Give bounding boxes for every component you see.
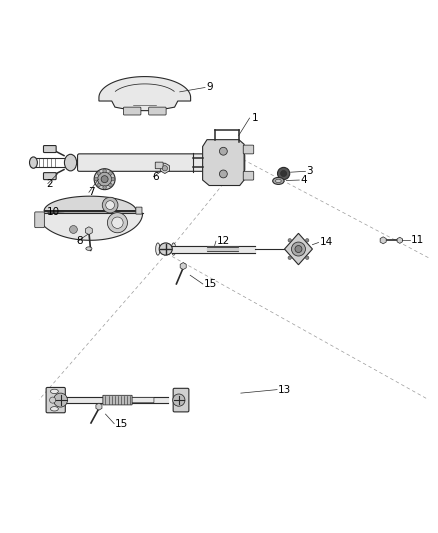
- Circle shape: [288, 239, 291, 242]
- Circle shape: [49, 397, 56, 403]
- Circle shape: [102, 197, 118, 213]
- FancyBboxPatch shape: [173, 389, 189, 412]
- Circle shape: [95, 177, 98, 181]
- Circle shape: [109, 172, 112, 175]
- Text: 2: 2: [46, 179, 53, 189]
- Text: 4: 4: [300, 175, 307, 185]
- Text: 13: 13: [278, 385, 291, 394]
- FancyBboxPatch shape: [103, 395, 132, 405]
- Text: 7: 7: [88, 187, 95, 197]
- Ellipse shape: [29, 157, 37, 168]
- Circle shape: [278, 167, 290, 180]
- Circle shape: [107, 213, 127, 233]
- Circle shape: [106, 201, 114, 209]
- Circle shape: [291, 242, 305, 256]
- FancyBboxPatch shape: [43, 173, 56, 180]
- Polygon shape: [38, 213, 143, 240]
- Ellipse shape: [155, 243, 160, 255]
- FancyBboxPatch shape: [136, 207, 142, 214]
- Text: 10: 10: [46, 207, 60, 217]
- Ellipse shape: [98, 172, 112, 186]
- Circle shape: [109, 183, 112, 187]
- Polygon shape: [99, 77, 191, 111]
- Text: 14: 14: [319, 238, 333, 247]
- Text: 1: 1: [252, 113, 258, 123]
- Text: 15: 15: [115, 419, 128, 429]
- FancyBboxPatch shape: [243, 171, 254, 180]
- Circle shape: [162, 166, 167, 171]
- Circle shape: [288, 256, 291, 260]
- Circle shape: [97, 172, 100, 175]
- Ellipse shape: [276, 179, 281, 183]
- FancyBboxPatch shape: [46, 387, 65, 413]
- FancyBboxPatch shape: [131, 398, 154, 403]
- Ellipse shape: [159, 243, 172, 255]
- Circle shape: [305, 239, 309, 242]
- Circle shape: [281, 171, 287, 176]
- Circle shape: [219, 170, 227, 178]
- Ellipse shape: [94, 169, 115, 190]
- Circle shape: [111, 177, 115, 181]
- Ellipse shape: [64, 154, 77, 171]
- Circle shape: [173, 394, 185, 406]
- Circle shape: [53, 393, 67, 407]
- Ellipse shape: [171, 243, 176, 255]
- Circle shape: [70, 225, 78, 233]
- Circle shape: [97, 183, 100, 187]
- FancyBboxPatch shape: [43, 146, 56, 152]
- Ellipse shape: [101, 176, 108, 183]
- FancyBboxPatch shape: [78, 154, 245, 171]
- Ellipse shape: [86, 247, 92, 251]
- Text: 15: 15: [204, 279, 217, 289]
- Circle shape: [295, 246, 302, 253]
- Text: 6: 6: [152, 172, 159, 182]
- Ellipse shape: [50, 389, 58, 393]
- FancyBboxPatch shape: [243, 145, 254, 154]
- Circle shape: [305, 256, 309, 260]
- FancyBboxPatch shape: [148, 107, 166, 115]
- Polygon shape: [203, 140, 244, 185]
- Text: 11: 11: [411, 235, 424, 245]
- FancyBboxPatch shape: [124, 107, 141, 115]
- Ellipse shape: [50, 407, 58, 411]
- Text: 9: 9: [206, 83, 212, 93]
- Polygon shape: [44, 196, 136, 211]
- FancyBboxPatch shape: [155, 162, 163, 169]
- Text: 3: 3: [306, 166, 313, 176]
- Circle shape: [112, 217, 123, 228]
- Circle shape: [103, 169, 106, 173]
- Ellipse shape: [273, 177, 284, 184]
- Circle shape: [103, 185, 106, 189]
- Polygon shape: [285, 233, 312, 265]
- Text: 12: 12: [217, 236, 230, 246]
- FancyBboxPatch shape: [35, 212, 44, 228]
- Text: 8: 8: [77, 236, 83, 246]
- Circle shape: [219, 147, 227, 155]
